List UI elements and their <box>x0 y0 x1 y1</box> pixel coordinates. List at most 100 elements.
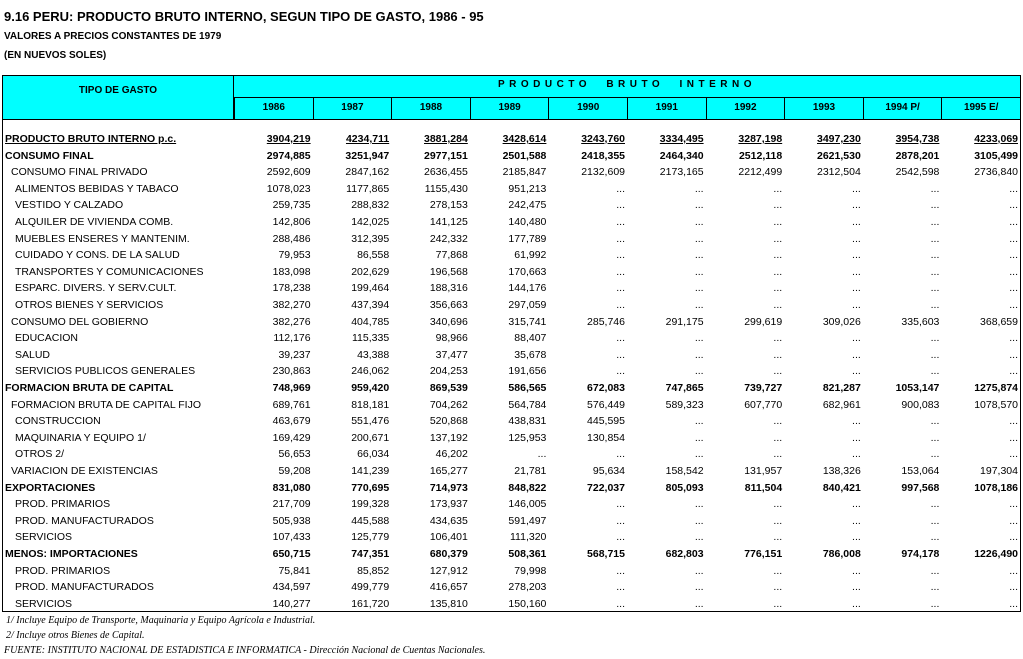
table-row: VARIACION DE EXISTENCIAS 59,208 141,239 165… <box>3 463 1020 480</box>
cell-value: ... <box>694 299 704 311</box>
cell-value: 3243,760 <box>581 133 625 145</box>
cell-value: ... <box>694 199 704 212</box>
table-row: PROD. PRIMARIOS 75,841 85,852 127,912 79,998… <box>3 563 1020 580</box>
table-row: ALQUILER DE VIVIENDA COMB. 142,806 142,025… <box>3 214 1020 231</box>
row-label: CUIDADO Y CONS. DE LA SALUD <box>15 249 180 262</box>
cell-value: ... <box>852 448 861 461</box>
cell-value: 2636,455 <box>424 166 468 179</box>
cell-value: ... <box>1009 216 1018 228</box>
cell-value: 776,151 <box>744 548 783 560</box>
cell-value: ... <box>852 249 861 262</box>
cell-value: 246,062 <box>351 365 390 378</box>
cell-value: 2592,609 <box>266 166 311 179</box>
cell-value: 340,696 <box>429 315 468 328</box>
cell-value: 77,868 <box>435 249 468 262</box>
year-header: 1986 <box>234 97 313 119</box>
year-header: 1993 <box>784 97 863 119</box>
cell-value: ... <box>930 597 940 610</box>
cell-value: ... <box>694 514 704 527</box>
cell-value: ... <box>773 182 783 195</box>
footnote: FUENTE: INSTITUTO NACIONAL DE ESTADISTIC… <box>4 645 486 656</box>
cell-value: 66,034 <box>357 448 390 461</box>
cell-value: 188,316 <box>429 282 468 295</box>
cell-value: 434,635 <box>429 514 468 527</box>
row-label: CONSUMO FINAL <box>5 149 94 162</box>
cell-value: ... <box>930 299 940 311</box>
cell-value: 2185,847 <box>502 166 547 179</box>
cell-value: 2173,165 <box>659 166 704 179</box>
cell-value: 259,735 <box>272 199 311 212</box>
cell-value: ... <box>1009 564 1018 577</box>
cell-value: 140,480 <box>508 216 547 228</box>
unit-note: (EN NUEVOS SOLES) <box>4 50 107 61</box>
cell-value: ... <box>773 415 783 428</box>
cell-value: ... <box>852 282 861 295</box>
cell-value: ... <box>694 564 704 577</box>
cell-value: 61,992 <box>514 249 547 262</box>
cell-value: ... <box>773 448 783 461</box>
cell-value: 115,335 <box>352 332 390 345</box>
cell-value: 747,351 <box>351 548 390 560</box>
table-row: MUEBLES ENSERES Y MANTENIM. 288,486 312,39… <box>3 231 1020 248</box>
cell-value: 59,208 <box>278 465 311 477</box>
cell-value: ... <box>616 514 625 527</box>
cell-value: 2977,151 <box>424 149 468 162</box>
cell-value: ... <box>930 182 940 195</box>
cell-value: ... <box>773 365 783 378</box>
cell-value: ... <box>930 216 940 228</box>
cell-value: ... <box>930 249 940 262</box>
year-header: 1987 <box>312 97 392 119</box>
cell-value: ... <box>616 581 625 594</box>
row-label: VARIACION DE EXISTENCIAS <box>11 465 158 477</box>
cell-value: 131,957 <box>744 465 783 477</box>
cell-value: 288,486 <box>272 232 311 245</box>
cell-value: 2132,609 <box>581 166 625 179</box>
cell-value: 107,433 <box>272 531 311 544</box>
cell-value: 1078,570 <box>974 398 1018 411</box>
cell-value: 586,565 <box>508 382 547 394</box>
cell-value: ... <box>616 182 625 195</box>
cell-value: ... <box>773 564 783 577</box>
cell-value: ... <box>852 365 861 378</box>
cell-value: 672,083 <box>587 382 625 394</box>
cell-value: 997,568 <box>901 481 940 494</box>
cell-value: 416,657 <box>429 581 468 594</box>
cell-value: 404,785 <box>351 315 390 328</box>
cell-value: ... <box>852 332 861 345</box>
cell-value: 951,213 <box>508 182 547 195</box>
cell-value: 150,160 <box>508 597 547 610</box>
row-label: ESPARC. DIVERS. Y SERV.CULT. <box>15 282 177 295</box>
cell-value: ... <box>616 348 625 361</box>
cell-value: 2974,885 <box>266 149 311 162</box>
cell-value: ... <box>1009 365 1018 378</box>
cell-value: ... <box>1009 415 1018 428</box>
cell-value: 900,083 <box>901 398 940 411</box>
cell-value: 196,568 <box>429 265 468 278</box>
cell-value: ... <box>930 531 940 544</box>
table-row: EDUCACION 112,176 115,335 98,966 88,407.....… <box>3 330 1020 347</box>
cell-value: 230,863 <box>272 365 311 378</box>
row-label: OTROS 2/ <box>15 448 65 461</box>
cell-value: 1078,023 <box>266 182 311 195</box>
table-row: CONSTRUCCION 463,679 551,476 520,868 438,831… <box>3 413 1020 430</box>
cell-value: 722,037 <box>587 481 625 494</box>
cell-value: ... <box>694 232 704 245</box>
cell-value: ... <box>930 348 940 361</box>
title: 9.16 PERU: PRODUCTO BRUTO INTERNO, SEGUN… <box>4 9 484 24</box>
row-label: SALUD <box>15 348 51 361</box>
cell-value: ... <box>930 232 940 245</box>
cell-value: 37,477 <box>435 348 468 361</box>
cell-value: 315,741 <box>508 315 547 328</box>
cell-value: 2312,504 <box>817 166 861 179</box>
cell-value: ... <box>930 332 940 345</box>
cell-value: 786,008 <box>822 548 861 560</box>
cell-value: 288,832 <box>351 199 390 212</box>
cell-value: ... <box>694 581 704 594</box>
table-row: SERVICIOS 107,433 125,779 106,401 111,320...… <box>3 529 1020 546</box>
row-label: CONSTRUCCION <box>15 415 101 428</box>
cell-value: ... <box>616 597 625 610</box>
row-label: EXPORTACIONES <box>5 481 96 494</box>
cell-value: 840,421 <box>822 481 861 494</box>
cell-value: ... <box>852 498 861 511</box>
row-label: PROD. MANUFACTURADOS <box>15 581 154 594</box>
